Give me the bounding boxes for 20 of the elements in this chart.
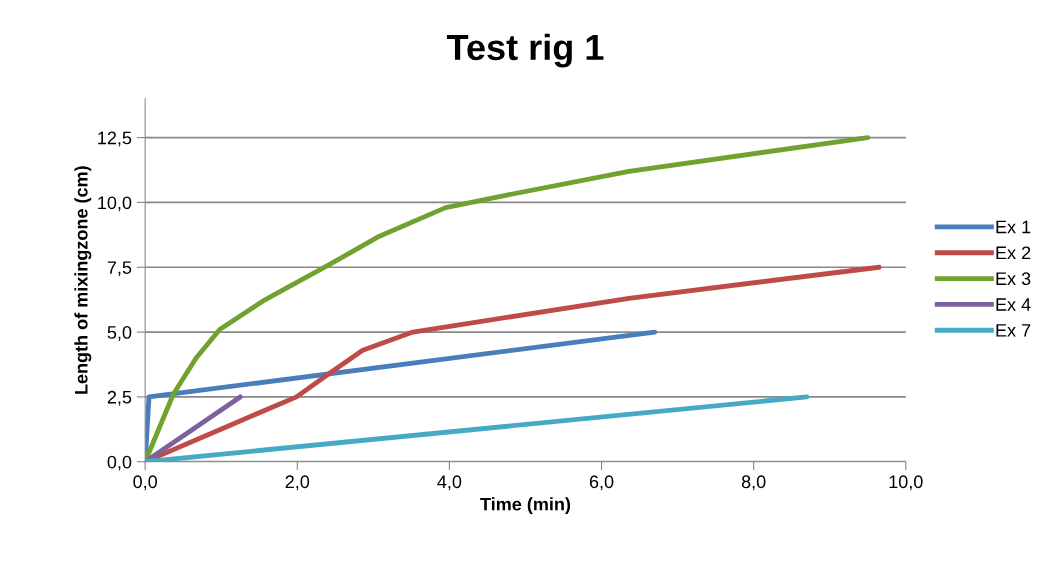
chart-title: Test rig 1 — [446, 33, 604, 68]
y-tick-label: 5,0 — [107, 326, 132, 341]
y-tick-label: 10,0 — [98, 196, 132, 212]
y-tick-label: 7,5 — [107, 261, 132, 277]
legend-label: Ex 2 — [996, 246, 1031, 260]
legend-label: Ex 4 — [996, 298, 1031, 311]
legend-label: Ex 1 — [996, 220, 1031, 234]
y-tick-label: 0,0 — [107, 455, 132, 471]
y-tick-label: 2,5 — [107, 390, 132, 406]
x-tick-label: 6,0 — [589, 475, 614, 491]
legend-label: Ex 7 — [996, 324, 1031, 337]
x-tick-label: 4,0 — [437, 475, 462, 491]
x-tick-label: 0,0 — [133, 475, 158, 491]
y-axis-title: Length of mixingzone (cm) — [74, 166, 92, 394]
x-tick-label: 10,0 — [889, 475, 923, 491]
x-tick-label: 8,0 — [741, 475, 766, 491]
y-tick-label: 12,5 — [98, 131, 132, 147]
x-tick-label: 2,0 — [285, 475, 310, 491]
legend-label: Ex 3 — [996, 272, 1031, 286]
x-axis-title: Time (min) — [480, 497, 571, 515]
